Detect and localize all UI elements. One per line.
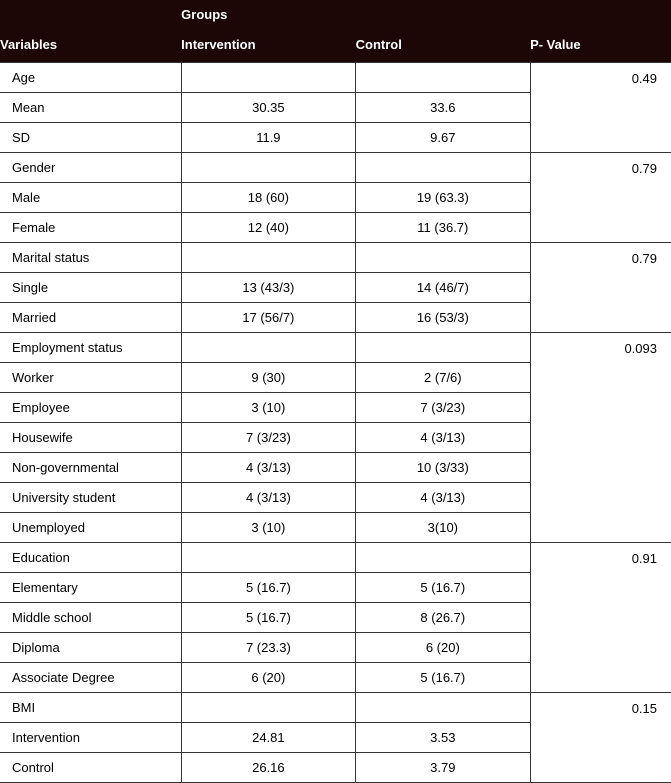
row-intervention: 17 (56/7) — [181, 302, 355, 332]
section-intervention-blank — [181, 242, 355, 272]
section-control-blank — [356, 332, 530, 362]
row-intervention: 12 (40) — [181, 212, 355, 242]
row-control: 3.79 — [356, 752, 530, 782]
header-blank-3 — [530, 0, 671, 28]
row-intervention: 26.16 — [181, 752, 355, 782]
header-variables: Variables — [0, 28, 181, 62]
row-intervention: 5 (16.7) — [181, 602, 355, 632]
row-intervention: 13 (43/3) — [181, 272, 355, 302]
row-label: Non-governmental — [0, 452, 181, 482]
section-label: Age — [0, 62, 181, 92]
row-control: 6 (20) — [356, 632, 530, 662]
section-control-blank — [356, 692, 530, 722]
row-intervention: 18 (60) — [181, 182, 355, 212]
section-header-row: Marital status0.79 — [0, 242, 671, 272]
row-control: 4 (3/13) — [356, 422, 530, 452]
demographics-table: Groups Variables Intervention Control P-… — [0, 0, 671, 783]
section-pvalue: 0.093 — [530, 332, 671, 542]
row-control: 3.53 — [356, 722, 530, 752]
row-intervention: 3 (10) — [181, 512, 355, 542]
row-label: SD — [0, 122, 181, 152]
header-blank-1 — [0, 0, 181, 28]
row-control: 7 (3/23) — [356, 392, 530, 422]
section-pvalue: 0.15 — [530, 692, 671, 782]
section-pvalue: 0.49 — [530, 62, 671, 152]
row-intervention: 4 (3/13) — [181, 482, 355, 512]
row-label: Single — [0, 272, 181, 302]
row-control: 2 (7/6) — [356, 362, 530, 392]
row-label: Housewife — [0, 422, 181, 452]
row-control: 8 (26.7) — [356, 602, 530, 632]
row-control: 10 (3/33) — [356, 452, 530, 482]
row-label: Employee — [0, 392, 181, 422]
row-intervention: 3 (10) — [181, 392, 355, 422]
row-label: Elementary — [0, 572, 181, 602]
row-label: Diploma — [0, 632, 181, 662]
section-label: BMI — [0, 692, 181, 722]
section-header-row: Age0.49 — [0, 62, 671, 92]
row-label: Unemployed — [0, 512, 181, 542]
section-header-row: Gender0.79 — [0, 152, 671, 182]
section-pvalue: 0.91 — [530, 542, 671, 692]
row-control: 3(10) — [356, 512, 530, 542]
section-label: Education — [0, 542, 181, 572]
section-control-blank — [356, 542, 530, 572]
section-control-blank — [356, 152, 530, 182]
row-control: 11 (36.7) — [356, 212, 530, 242]
row-control: 9.67 — [356, 122, 530, 152]
row-control: 19 (63.3) — [356, 182, 530, 212]
section-intervention-blank — [181, 332, 355, 362]
table-body: Age0.49Mean30.3533.6SD11.99.67Gender0.79… — [0, 62, 671, 782]
row-intervention: 11.9 — [181, 122, 355, 152]
row-control: 14 (46/7) — [356, 272, 530, 302]
row-control: 33.6 — [356, 92, 530, 122]
row-intervention: 5 (16.7) — [181, 572, 355, 602]
row-control: 5 (16.7) — [356, 572, 530, 602]
header-control: Control — [356, 28, 530, 62]
header-intervention: Intervention — [181, 28, 355, 62]
section-header-row: Education0.91 — [0, 542, 671, 572]
row-label: Worker — [0, 362, 181, 392]
row-label: Mean — [0, 92, 181, 122]
header-blank-2 — [356, 0, 530, 28]
row-intervention: 9 (30) — [181, 362, 355, 392]
section-header-row: Employment status0.093 — [0, 332, 671, 362]
section-control-blank — [356, 242, 530, 272]
row-label: Middle school — [0, 602, 181, 632]
row-control: 16 (53/3) — [356, 302, 530, 332]
section-intervention-blank — [181, 542, 355, 572]
header-pvalue: P- Value — [530, 28, 671, 62]
table-header: Groups Variables Intervention Control P-… — [0, 0, 671, 62]
section-intervention-blank — [181, 62, 355, 92]
header-groups: Groups — [181, 0, 355, 28]
row-intervention: 30.35 — [181, 92, 355, 122]
row-label: Female — [0, 212, 181, 242]
row-control: 4 (3/13) — [356, 482, 530, 512]
section-pvalue: 0.79 — [530, 152, 671, 242]
section-header-row: BMI0.15 — [0, 692, 671, 722]
demographics-table-container: Groups Variables Intervention Control P-… — [0, 0, 671, 783]
row-label: Married — [0, 302, 181, 332]
row-label: University student — [0, 482, 181, 512]
row-intervention: 4 (3/13) — [181, 452, 355, 482]
row-label: Control — [0, 752, 181, 782]
section-label: Gender — [0, 152, 181, 182]
section-pvalue: 0.79 — [530, 242, 671, 332]
row-intervention: 7 (3/23) — [181, 422, 355, 452]
section-intervention-blank — [181, 692, 355, 722]
row-label: Male — [0, 182, 181, 212]
row-intervention: 7 (23.3) — [181, 632, 355, 662]
section-label: Marital status — [0, 242, 181, 272]
section-intervention-blank — [181, 152, 355, 182]
row-intervention: 24.81 — [181, 722, 355, 752]
section-control-blank — [356, 62, 530, 92]
row-label: Intervention — [0, 722, 181, 752]
section-label: Employment status — [0, 332, 181, 362]
